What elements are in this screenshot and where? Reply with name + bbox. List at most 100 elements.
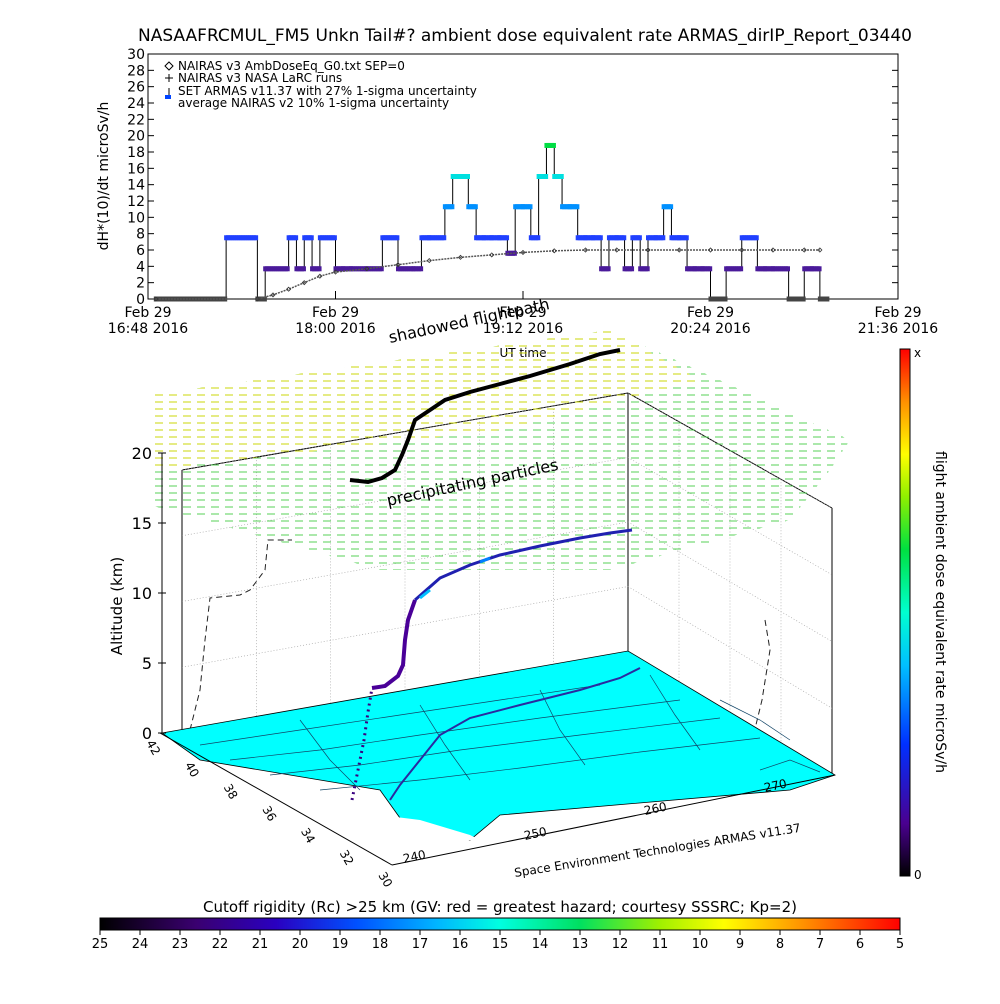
- nairas-point: [395, 262, 401, 268]
- armas-point: [309, 235, 314, 241]
- legend-label: NAIRAS v3 NASA LaRC runs: [178, 71, 342, 85]
- rc-tick-label: 19: [332, 937, 349, 952]
- y-tick-label: 6: [136, 243, 145, 259]
- diamond-marker-icon: [164, 61, 174, 71]
- latitude-tick-label: 40: [182, 760, 202, 780]
- nairas-point: [317, 273, 323, 279]
- armas-series-line: [155, 144, 821, 300]
- armas-point: [684, 235, 689, 241]
- rc-tick-label: 23: [172, 937, 189, 952]
- nairas-point: [153, 296, 159, 302]
- colored-flight-path: [350, 528, 633, 801]
- y-tick-label: 18: [127, 145, 145, 161]
- y-tick-label: 14: [127, 178, 145, 194]
- y-tick-label: 24: [127, 96, 145, 112]
- cutoff-rigidity-colorbar: Cutoff rigidity (Rc) >25 km (GV: red = g…: [92, 898, 904, 952]
- armas-point: [505, 235, 510, 241]
- x-tick-label-date: Feb 29: [124, 305, 171, 321]
- armas-point: [575, 204, 580, 210]
- rc-tick-label: 12: [612, 937, 629, 952]
- y-tick-label: 26: [127, 80, 145, 96]
- shadowed-flight-path: [349, 348, 621, 485]
- armas-point: [754, 235, 759, 241]
- armas-point: [786, 266, 790, 272]
- armas-point: [466, 174, 470, 179]
- y-tick-label: 30: [127, 47, 145, 63]
- rc-tick-label: 22: [212, 937, 229, 952]
- longitude-tick-label: 260: [643, 799, 668, 817]
- armas-point: [473, 204, 478, 210]
- rc-tick-label: 20: [292, 937, 309, 952]
- armas-point: [285, 266, 290, 272]
- y-tick-label: 16: [127, 161, 145, 177]
- nairas-point: [489, 252, 495, 258]
- armas-point: [528, 204, 533, 210]
- y-tick-label: 8: [136, 227, 145, 243]
- dose-colorbar-label: flight ambient dose equivalent rate micr…: [932, 451, 948, 773]
- legend-label: SET ARMAS v11.37 with 27% 1-sigma uncert…: [178, 84, 477, 98]
- armas-point: [637, 235, 642, 241]
- latitude-tick-label: 32: [337, 848, 357, 868]
- armas-point: [622, 235, 627, 241]
- rc-tick-label: 14: [532, 937, 549, 952]
- armas-point: [442, 235, 447, 241]
- latitude-tick-label: 34: [298, 826, 318, 846]
- nairas-point: [770, 247, 776, 253]
- cutoff-rigidity-bar: [99, 917, 901, 931]
- dose-colorbar: [899, 348, 911, 877]
- armas-point: [551, 142, 556, 148]
- nairas-point: [707, 247, 714, 253]
- rc-tick-label: 18: [372, 937, 389, 952]
- shadow-outline: [189, 539, 771, 771]
- nairas-point: [551, 248, 557, 254]
- ground-map-borders: [199, 674, 821, 791]
- longitude-axis-line: [391, 774, 836, 866]
- armas-point: [817, 266, 822, 272]
- nairas-point: [645, 247, 651, 253]
- armas-point: [450, 204, 455, 210]
- x-tick-label-date: Feb 29: [499, 305, 546, 321]
- armas-point: [801, 296, 806, 302]
- nairas-point: [301, 280, 307, 286]
- nairas-point: [364, 266, 370, 272]
- rc-tick-label: 11: [652, 937, 669, 952]
- latitude-tick-label: 38: [221, 782, 241, 802]
- rc-tick-label: 9: [736, 937, 744, 952]
- armas-point: [254, 235, 259, 241]
- rc-tick-label: 10: [692, 937, 709, 952]
- x-tick-label-time: 18:00 2016: [295, 321, 376, 337]
- y-tick-label: 4: [136, 259, 145, 275]
- altitude-tick-label: 20: [132, 444, 152, 463]
- x-tick-label-time: 16:48 2016: [108, 321, 189, 337]
- armas-point: [630, 266, 635, 272]
- x-tick-label-date: Feb 29: [312, 305, 359, 321]
- y-tick-label: 22: [127, 112, 145, 128]
- latitude-ticks: 42 40 38 36 34 32 30: [143, 738, 395, 890]
- armas-point: [301, 266, 306, 272]
- nairas-point: [520, 249, 526, 256]
- grid-line: [181, 521, 629, 602]
- y-tick-label: 28: [127, 63, 145, 79]
- armas-point: [661, 235, 666, 241]
- legend-label: average NAIRAS v2 10% 1-sigma uncertaint…: [178, 96, 449, 110]
- longitude-ticks: 240 250 260 270: [402, 776, 788, 865]
- nairas-point: [254, 296, 260, 302]
- nairas-point: [582, 247, 589, 253]
- latitude-axis-line: [159, 732, 393, 866]
- x-tick-label-time: 20:24 2016: [670, 321, 751, 337]
- nairas-series-line: [155, 249, 820, 300]
- altitude-tick-label: 10: [132, 584, 152, 603]
- x-tick-label-date: Feb 29: [687, 305, 734, 321]
- nairas-point: [739, 247, 745, 253]
- y-tick-label: 12: [127, 194, 145, 210]
- rc-tick-label: 7: [816, 937, 824, 952]
- dose-colorbar-top-label: x: [914, 346, 921, 360]
- legend-entry-nairas-v3-larc: NAIRAS v3 NASA LaRC runs: [165, 71, 342, 85]
- y-tick-label: 10: [127, 210, 145, 226]
- nairas-point: [457, 254, 464, 260]
- cutoff-rigidity-ticks: 25 24 23 22 21 20 19 18 17 16 15 14 13 12 11 10 9 8 7 6 5: [92, 930, 904, 952]
- altitude-axis: 0 5 10 15 20: [132, 444, 166, 743]
- armas-point: [559, 174, 564, 179]
